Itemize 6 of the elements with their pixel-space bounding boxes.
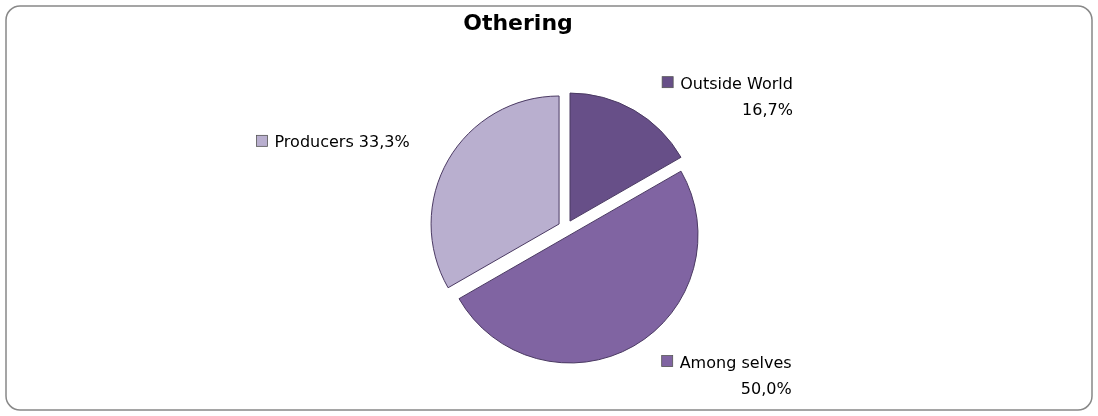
legend-label: Producers 33,3%: [274, 132, 410, 152]
legend-label: Among selves: [679, 352, 792, 372]
data-label: 16,7%: [742, 99, 793, 119]
data-label: 50,0%: [740, 378, 792, 398]
legend-label: Outside World: [680, 73, 793, 93]
chart-title: Othering: [463, 10, 573, 35]
